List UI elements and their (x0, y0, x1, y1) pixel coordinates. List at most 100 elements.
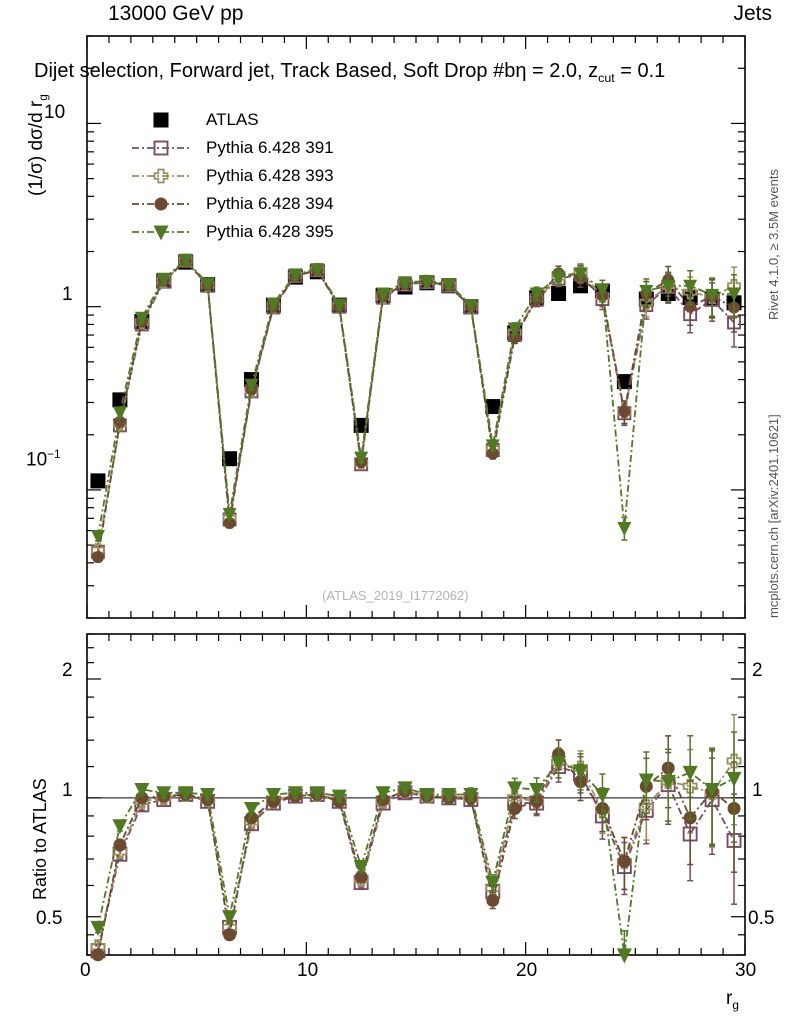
data-point-filled-triangle (156, 272, 171, 287)
ratio-panel-ticks (86, 633, 746, 956)
ratio-point-filled-triangle (90, 920, 106, 936)
x-axis-label-subscript: g (732, 998, 739, 1012)
legend-label: Pythia 6.428 393 (206, 166, 334, 185)
legend-entry-pythia-6-428-394[interactable]: Pythia 6.428 394 (130, 190, 334, 218)
side-note-rivet: Rivet 4.1.0, ≥ 3.5M events (766, 169, 781, 320)
data-point-open-cross (639, 295, 654, 310)
legend-marker-open-cross (153, 168, 169, 184)
ratio-point-filled-triangle (331, 789, 347, 805)
ratio-point-filled-triangle (485, 876, 501, 892)
data-point-filled-triangle (441, 277, 456, 292)
series-line-pythia-6.428-394 (97, 259, 735, 558)
ratio-point-filled-triangle (353, 860, 369, 876)
data-point-filled-triangle (639, 284, 654, 299)
legend-marker-filled-square (153, 112, 169, 128)
plot-title-tail: = 0.1 (614, 60, 666, 82)
legend-entry-pythia-6-428-395[interactable]: Pythia 6.428 395 (130, 218, 334, 246)
ratio-point-filled-triangle (682, 765, 698, 781)
legend-label: Pythia 6.428 391 (206, 138, 334, 157)
x-axis-label-base: r (726, 988, 733, 1009)
data-point-filled-triangle (310, 263, 325, 278)
ratio-point-filled-triangle (704, 782, 720, 798)
legend-swatch-filled-square (153, 112, 169, 128)
ratio-point-filled-triangle (638, 773, 654, 789)
ratio-point-filled-triangle (112, 819, 128, 835)
data-point-filled-triangle (507, 322, 522, 337)
header-right-category: Jets (733, 2, 772, 25)
y-tick-label-main-0p1: 10−1 (26, 448, 61, 471)
data-point-filled-square (485, 399, 501, 415)
ratio-point-filled-circle (91, 948, 105, 962)
data-point-filled-triangle (354, 451, 369, 466)
data-point-filled-triangle (617, 521, 632, 536)
main-panel-data (90, 253, 742, 564)
data-point-filled-triangle (178, 253, 193, 268)
ratio-point-filled-triangle (616, 948, 632, 964)
series-line-pythia-6.428-391 (97, 259, 735, 552)
ratio-point-filled-triangle (375, 786, 391, 802)
legend-swatch-filled-circle (132, 197, 190, 211)
ratio-line-pythia-6.428-395 (97, 761, 735, 955)
data-point-filled-triangle (529, 287, 544, 302)
data-point-filled-triangle (595, 283, 610, 298)
y-tick-label-ratio-2-left: 2 (62, 660, 73, 681)
ratio-point-open-cross (682, 778, 698, 794)
x-axis-label: rg (726, 988, 739, 1012)
ratio-point-filled-triangle (726, 771, 742, 787)
series-line-pythia-6.428-395 (97, 258, 735, 537)
ratio-point-filled-triangle (573, 764, 588, 780)
plot-title: Dijet selection, Forward jet, Track Base… (34, 60, 665, 85)
data-point-filled-circle (113, 415, 126, 428)
data-point-filled-triangle (683, 279, 698, 294)
legend-entry-atlas[interactable]: ATLAS (130, 106, 334, 134)
y-tick-label-ratio-1-left: 1 (62, 780, 73, 801)
series-line-pythia-6.428-393 (97, 259, 735, 551)
ratio-point-filled-triangle (244, 801, 259, 817)
data-point-filled-triangle (112, 406, 127, 421)
ratio-point-filled-circle (354, 870, 368, 884)
data-point-filled-circle (223, 516, 236, 529)
ratio-point-filled-triangle (594, 787, 610, 803)
ratio-point-filled-triangle (419, 787, 435, 803)
y-tick-label-main-1: 1 (62, 284, 73, 305)
data-point-filled-triangle (134, 311, 149, 326)
data-point-filled-triangle (485, 439, 500, 454)
data-point-filled-triangle (398, 276, 413, 291)
legend-label: Pythia 6.428 395 (206, 222, 334, 241)
legend-marker-filled-circle (154, 197, 168, 211)
watermark-analysis-id: (ATLAS_2019_I1772062) (322, 588, 469, 603)
ratio-point-filled-triangle (265, 787, 281, 803)
data-point-filled-triangle (266, 297, 281, 312)
data-point-filled-triangle (244, 378, 259, 393)
data-point-filled-triangle (288, 268, 303, 283)
legend-entry-pythia-6-428-391[interactable]: Pythia 6.428 391 (130, 134, 334, 162)
data-point-filled-triangle (376, 287, 391, 302)
side-note-mcplots: mcplots.cern.ch [arXiv:2401.10621] (766, 414, 781, 618)
plot-title-main: Dijet selection, Forward jet, Track Base… (34, 60, 599, 82)
ratio-point-filled-circle (486, 893, 500, 907)
ratio-point-filled-triangle (463, 787, 479, 803)
ratio-point-filled-triangle (200, 787, 216, 803)
legend-swatch-filled-triangle (132, 225, 190, 241)
ratio-point-open-cross (726, 753, 742, 769)
data-point-filled-triangle (573, 267, 588, 282)
ratio-point-filled-triangle (287, 786, 303, 802)
legend-swatch-open-square (132, 140, 190, 156)
data-point-filled-circle (91, 551, 104, 564)
data-point-filled-triangle (705, 288, 720, 303)
ratio-point-filled-triangle (660, 775, 676, 791)
ratio-point-filled-triangle (441, 787, 457, 803)
legend-entry-pythia-6-428-393[interactable]: Pythia 6.428 393 (130, 162, 334, 190)
y-tick-label-ratio-05-left: 0.5 (36, 908, 63, 929)
data-point-filled-square (222, 451, 238, 467)
data-point-open-cross (683, 285, 698, 300)
y-tick-label-ratio-1-right: 1 (752, 780, 763, 801)
legend: ATLAS Pythia 6.428 391 Pythia 6.428 393 Pyt… (130, 106, 334, 246)
data-point-filled-triangle (222, 507, 237, 522)
legend-label: ATLAS (206, 110, 259, 129)
x-tick-label-30: 30 (735, 960, 757, 981)
ratio-point-filled-triangle (222, 910, 238, 926)
ratio-line-pythia-6.428-394 (97, 752, 735, 956)
legend-marker-filled-triangle (153, 225, 169, 241)
